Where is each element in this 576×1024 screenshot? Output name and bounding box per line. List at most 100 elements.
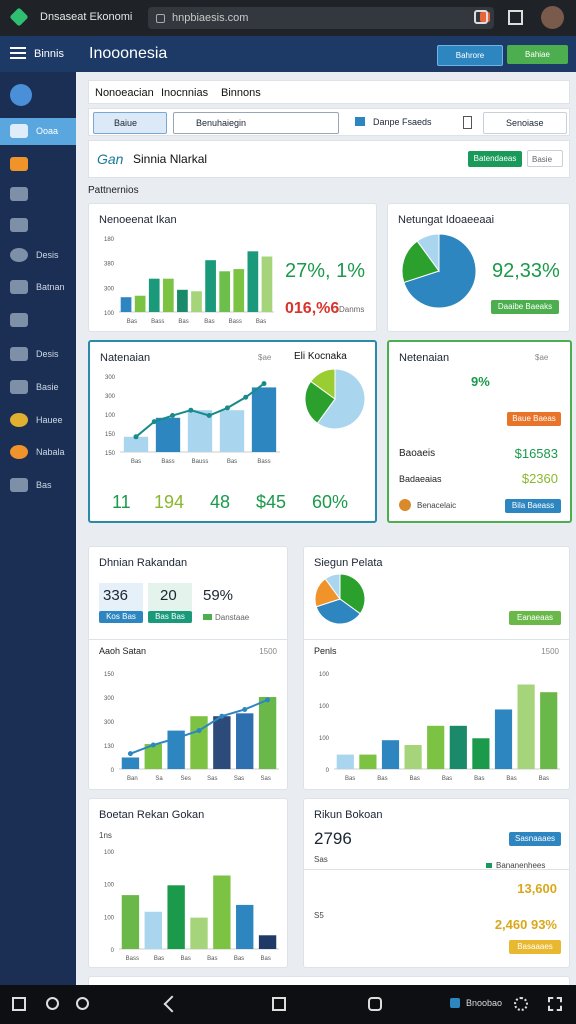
extension-icon[interactable] [480, 12, 490, 22]
bar [381, 740, 400, 769]
nav-item[interactable]: Basie [36, 382, 59, 392]
y-label: 0 [326, 768, 330, 774]
x-label: Bas [506, 776, 516, 782]
y-label: 380 [104, 262, 115, 268]
card-button[interactable]: Daaibe Baeaks [491, 300, 559, 314]
tag: 1500 [259, 647, 277, 656]
stat: 27%, 1% [285, 260, 366, 282]
x-label: Bas [234, 956, 244, 962]
label: 1ns [99, 831, 112, 840]
icon[interactable] [10, 157, 28, 171]
bar [427, 725, 445, 769]
overview-icon[interactable] [272, 997, 286, 1011]
y-label: 100 [104, 311, 115, 317]
icon[interactable] [10, 187, 28, 201]
filter-label: Baiue [114, 118, 138, 128]
tab[interactable]: Binnons [221, 87, 261, 99]
calendar-icon [355, 117, 365, 126]
back-icon[interactable] [163, 995, 181, 1013]
nav-item[interactable]: Batnan [36, 282, 65, 292]
card-button[interactable]: Eanaeaas [509, 611, 561, 625]
card: Natenaian $ae Eli Kocnaka 300 300 100 150 15… [88, 340, 377, 523]
address-bar[interactable]: hnpbiaesis.com [148, 7, 494, 29]
y-label: 100 [319, 704, 330, 710]
stat: 11 [112, 492, 131, 512]
x-label: Bass [229, 319, 242, 325]
bar-chart: 180 380 300 100 Bas Bass Bas Bas Bass Bas [104, 237, 274, 325]
y-label: 150 [104, 672, 115, 678]
icon[interactable] [10, 313, 28, 327]
pie-chart [304, 368, 366, 430]
card-button[interactable]: Baue Baeas [507, 412, 561, 426]
brand: Gan [97, 151, 124, 167]
pie-slice [315, 598, 361, 625]
chat-icon[interactable] [76, 997, 89, 1010]
nav-label[interactable]: Bnoobao [466, 998, 503, 1008]
icon[interactable] [10, 218, 28, 232]
home-icon[interactable] [12, 997, 26, 1011]
section-header: Gan Sinnia Nlarkal Batendaeas Basie [88, 140, 570, 178]
tabs-icon[interactable] [508, 10, 523, 25]
nav-item[interactable]: Bas [36, 480, 52, 490]
bar [191, 291, 202, 312]
lock-icon [156, 14, 165, 23]
filter-select[interactable]: Baiue [93, 112, 167, 134]
pie-slice [324, 573, 341, 601]
search-icon[interactable] [46, 997, 59, 1010]
card: Siegun Pelata Eanaeaas Penls 1500 100 100… [303, 546, 570, 790]
sidebar-logo [10, 84, 32, 106]
line-point [170, 413, 176, 419]
app-icon[interactable] [368, 997, 382, 1011]
menu-label[interactable]: Binnis [34, 48, 64, 60]
card-button[interactable]: Sasnaaaes [509, 832, 561, 846]
card-button[interactable]: Bila Baeass [505, 499, 561, 513]
filter-label[interactable]: Danpe Fsaeds [373, 117, 432, 127]
avatar[interactable] [541, 6, 564, 29]
line-point [242, 706, 248, 712]
nav-item[interactable]: Ooaa [36, 126, 59, 136]
nav-item[interactable]: Nabala [36, 447, 65, 457]
x-label: Bas [410, 776, 420, 782]
bar-chart: 100 100 100 0 Bass Bas Bas Bas Bas Bas [104, 850, 279, 962]
filter-bar: Baiue Benuhaiegin Danpe Fsaeds Senoiase [88, 108, 570, 136]
nav-item[interactable]: Hauee [36, 415, 63, 425]
settings-icon[interactable] [514, 997, 528, 1011]
notification-icon[interactable] [474, 10, 488, 24]
header-button[interactable]: Bahiae [507, 45, 568, 64]
line-point [173, 735, 179, 741]
subtitle: Penls [314, 646, 337, 656]
browser-logo [9, 7, 29, 27]
bar [120, 297, 132, 312]
line-point [150, 742, 156, 748]
section-button[interactable]: Batendaeas [468, 151, 522, 167]
line-point [127, 751, 133, 757]
header-button[interactable]: Bahrore [437, 45, 503, 66]
x-label: Bas [180, 956, 190, 962]
pie-chart [401, 233, 477, 309]
tab[interactable]: Nonoeacian [95, 87, 154, 99]
line-point [188, 407, 194, 413]
card-button[interactable]: Basaaaes [509, 940, 561, 954]
nav-item[interactable]: Desis [36, 349, 59, 359]
tab[interactable]: Inocnnias [161, 87, 209, 99]
card: Netenaian $ae 9% Baue Baeas Baoaeis $165… [387, 340, 572, 523]
divider [89, 639, 287, 640]
tag: $ae [535, 353, 549, 362]
section-select[interactable]: Basie [527, 150, 563, 167]
pie-slice [416, 233, 440, 273]
y-label: 300 [104, 696, 115, 702]
x-label: Bas [131, 459, 141, 465]
bar [472, 738, 490, 769]
menu-icon[interactable] [10, 47, 26, 59]
row-label: Baoaeis [399, 448, 436, 459]
nav-item[interactable]: Desis [36, 250, 59, 260]
y-label: 0 [111, 768, 115, 774]
line-point [243, 394, 249, 400]
search-select[interactable]: Senoiase [483, 112, 567, 134]
expand-icon[interactable] [548, 997, 562, 1011]
browser-bar: Dnsaseat Ekonomi hnpbiaesis.com [0, 0, 576, 36]
filter-select[interactable]: Benuhaiegin [173, 112, 339, 134]
bottom-nav: Bnoobao [0, 985, 576, 1024]
